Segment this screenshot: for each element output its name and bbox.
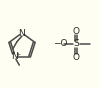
Text: +: + xyxy=(15,51,20,56)
Text: −O: −O xyxy=(53,40,67,48)
Text: N: N xyxy=(11,52,18,61)
Text: N: N xyxy=(19,29,25,37)
Text: S: S xyxy=(73,40,79,48)
Text: O: O xyxy=(72,26,80,35)
Text: O: O xyxy=(72,53,80,62)
